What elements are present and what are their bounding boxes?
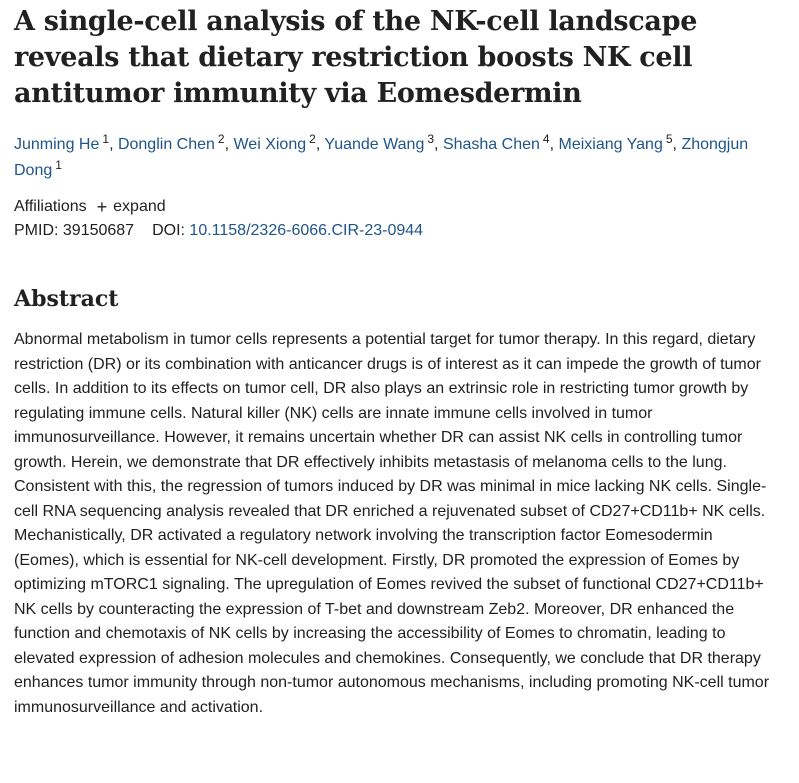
affiliation-number[interactable]: 4 [542, 131, 550, 146]
author-item: Zhongjun Dong 1 [14, 136, 748, 179]
article-title: A single-cell analysis of the NK-cell la… [14, 6, 698, 109]
doi-label: DOI: [152, 222, 185, 239]
author-item: Meixiang Yang 5 [558, 133, 672, 153]
author-link[interactable]: Junming He [14, 136, 100, 153]
affiliation-number[interactable]: 1 [55, 157, 62, 172]
author-item: Donglin Chen 2 [117, 133, 225, 153]
author-item: Yuande Wang 3 [324, 133, 434, 153]
author-link[interactable]: Wei Xiong [233, 136, 307, 153]
article-page: A single-cell analysis of the NK-cell la… [14, 6, 785, 716]
author-list: Junming He 1, Donglin Chen 2, Wei Xiong 2, … [14, 132, 785, 184]
author-link[interactable]: Shasha Chen [442, 136, 540, 153]
affiliation-number[interactable]: 5 [665, 131, 673, 146]
author-separator: , [549, 136, 559, 153]
article-identifiers: PMID: 39150687 DOI: 10.1158/2326-6066.CIR… [14, 222, 785, 240]
author-link[interactable]: Donglin Chen [117, 136, 215, 153]
doi-link[interactable]: 10.1158/2326-6066.CIR-23-0944 [189, 222, 424, 239]
plus-icon: + [96, 197, 108, 217]
author-link[interactable]: Meixiang Yang [558, 136, 663, 153]
pmid: PMID: 39150687 [14, 222, 135, 239]
author-item: Wei Xiong 2 [233, 133, 315, 153]
author-separator: , [434, 136, 443, 153]
expand-affiliations-button[interactable]: + expand [97, 198, 166, 216]
author-item: Junming He 1 [14, 133, 109, 153]
affiliation-number[interactable]: 3 [427, 131, 435, 146]
author-separator: , [224, 136, 234, 153]
author-separator: , [672, 136, 682, 153]
affiliations-row: Affiliations + expand [14, 198, 785, 216]
author-separator: , [109, 136, 118, 153]
abstract-heading: Abstract [14, 286, 119, 312]
abstract-text: Abnormal metabolism in tumor cells repre… [14, 331, 770, 716]
affiliation-number[interactable]: 2 [217, 131, 225, 146]
author-link[interactable]: Zhongjun Dong [14, 136, 749, 179]
author-item: Shasha Chen 4 [442, 133, 550, 153]
affiliations-label: Affiliations [14, 198, 87, 215]
affiliation-number[interactable]: 2 [309, 131, 316, 146]
affiliation-number[interactable]: 1 [102, 131, 110, 146]
author-link[interactable]: Yuande Wang [324, 136, 425, 153]
expand-label: expand [113, 198, 166, 215]
author-separator: , [315, 136, 325, 153]
